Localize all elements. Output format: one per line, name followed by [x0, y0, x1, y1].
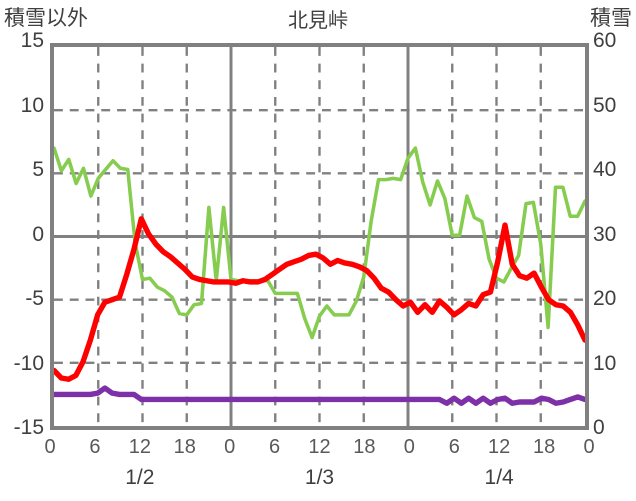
x-axis-tick: 12: [308, 436, 331, 458]
right-axis-title: 積雪: [590, 7, 632, 30]
x-axis-tick: 0: [44, 436, 56, 458]
x-axis-tick: 12: [128, 436, 151, 458]
y-axis-tick-left: 5: [32, 158, 44, 181]
y-axis-tick-left: 10: [20, 93, 44, 117]
day-label: 1/3: [304, 466, 335, 489]
y-axis-tick-left: -10: [13, 351, 44, 375]
y-axis-tick-left: -15: [13, 416, 44, 439]
day-label: 1/4: [484, 466, 514, 489]
y-axis-tick-left: 0: [32, 222, 44, 246]
x-axis-tick: 6: [448, 436, 460, 458]
chart-title: 北見峠: [288, 10, 348, 32]
left-axis-title: 積雪以外: [4, 7, 88, 30]
x-axis-tick: 0: [403, 436, 415, 458]
y-axis-tick-left: 15: [20, 29, 44, 52]
x-axis-tick: 6: [89, 436, 101, 458]
x-axis-tick: 6: [269, 436, 281, 458]
y-axis-tick-left: -5: [25, 287, 44, 310]
y-axis-tick-right: 40: [593, 158, 617, 181]
series-line-temperature: [54, 216, 585, 382]
series-line-snow-depth: [54, 385, 585, 406]
day-label: 1/2: [125, 466, 155, 489]
x-axis-tick: 18: [353, 436, 376, 458]
y-axis-tick-right: 60: [593, 29, 617, 52]
x-axis-tick: 18: [173, 436, 196, 458]
y-axis-tick-right: 50: [593, 93, 617, 117]
x-axis-tick: 0: [224, 436, 236, 458]
data-layer: [54, 146, 585, 406]
y-axis-tick-right: 10: [593, 351, 617, 375]
x-axis-tick: 12: [488, 436, 511, 458]
plot-area: [50, 43, 589, 430]
y-axis-tick-right: 20: [593, 287, 617, 310]
x-axis-tick: 0: [583, 436, 595, 458]
x-axis-tick: 18: [532, 436, 556, 458]
y-axis-tick-right: 0: [593, 416, 605, 439]
y-axis-tick-right: 30: [593, 222, 617, 246]
